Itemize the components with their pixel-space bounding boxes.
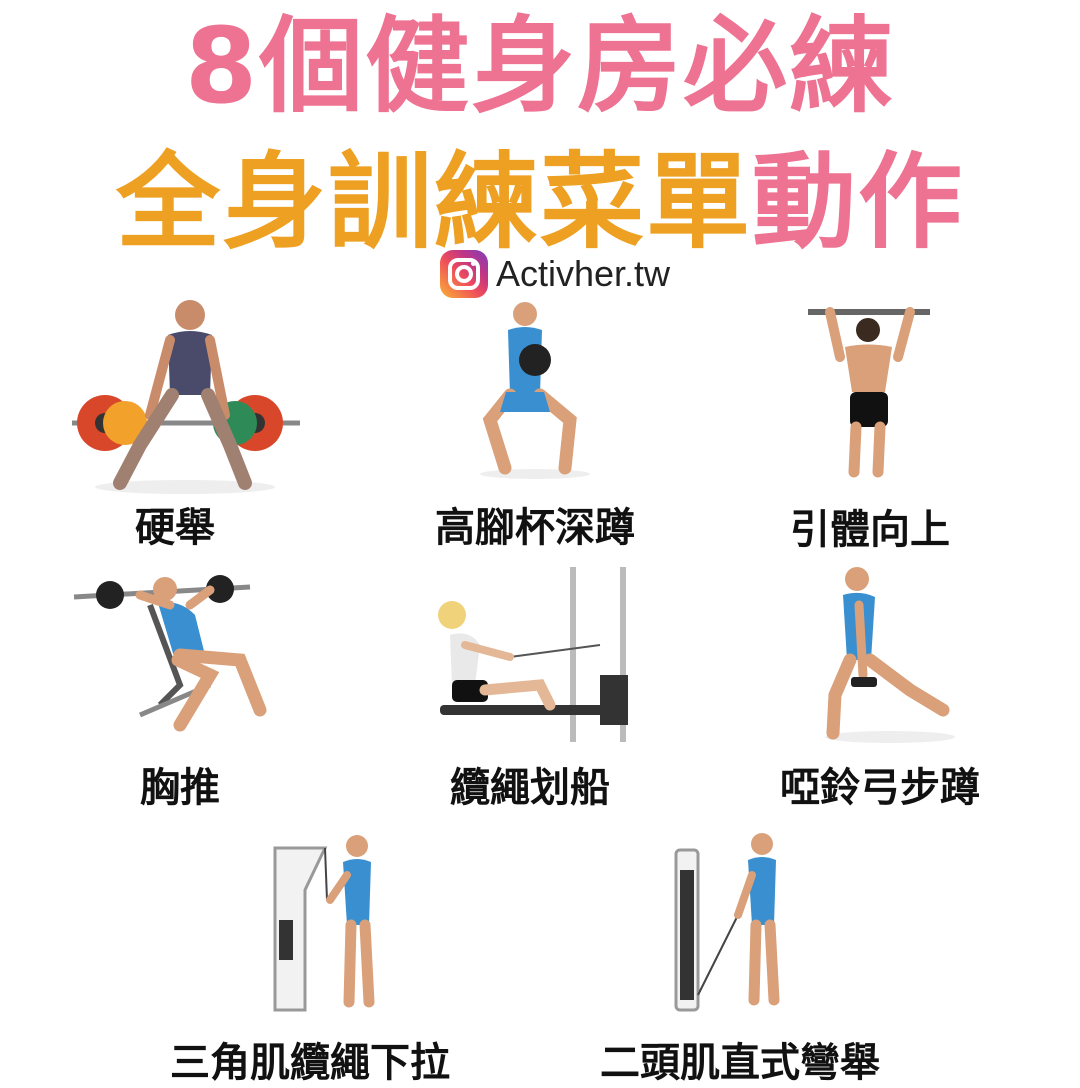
exercise-label-goblet-squat: 高腳杯深蹲	[435, 505, 635, 551]
brand-handle: Activher.tw	[440, 248, 670, 300]
exercise-card-pull-up: 引體向上	[790, 302, 950, 553]
exercise-label-cable-row: 纜繩划船	[450, 765, 610, 811]
exercise-label-chest-press: 胸推	[140, 765, 220, 811]
exercise-card-biceps-curl: 二頭肌直式彎舉	[600, 830, 880, 1086]
title-line-1: 8個健身房必練	[184, 5, 896, 127]
exercise-card-chest-press: 胸推	[70, 565, 280, 811]
exercise-label-cable-pulldown: 三角肌纜繩下拉	[170, 1040, 450, 1086]
exercise-card-dumbbell-lunge: 啞鈴弓步蹲	[780, 565, 980, 811]
title-line-2-orange: 全身訓練菜單	[115, 141, 752, 263]
exercise-label-pull-up: 引體向上	[790, 507, 950, 553]
instagram-icon	[440, 250, 488, 298]
exercise-card-cable-row: 纜繩划船	[430, 565, 660, 811]
title-line-2: 全身訓練菜單動作	[0, 142, 1080, 262]
chest-press-illustration	[73, 575, 267, 732]
exercise-card-cable-pulldown: 三角肌纜繩下拉	[170, 830, 450, 1086]
cable-row-illustration	[438, 567, 628, 742]
goblet-squat-illustration	[480, 302, 590, 479]
biceps-curl-illustration	[674, 833, 780, 1012]
exercise-label-deadlift: 硬舉	[135, 505, 215, 551]
exercise-card-goblet-squat: 高腳杯深蹲	[435, 300, 635, 551]
deadlift-illustration	[72, 300, 300, 494]
dumbbell-lunge-illustration	[825, 567, 955, 743]
pull-up-illustration	[808, 307, 930, 478]
exercise-label-biceps-curl: 二頭肌直式彎舉	[600, 1040, 880, 1086]
exercise-card-deadlift: 硬舉	[60, 295, 310, 551]
cable-pulldown-illustration	[273, 835, 375, 1012]
title-line-2-pink: 動作	[752, 141, 965, 263]
brand-handle-text: Activher.tw	[496, 253, 671, 294]
exercise-label-dumbbell-lunge: 啞鈴弓步蹲	[780, 765, 980, 811]
